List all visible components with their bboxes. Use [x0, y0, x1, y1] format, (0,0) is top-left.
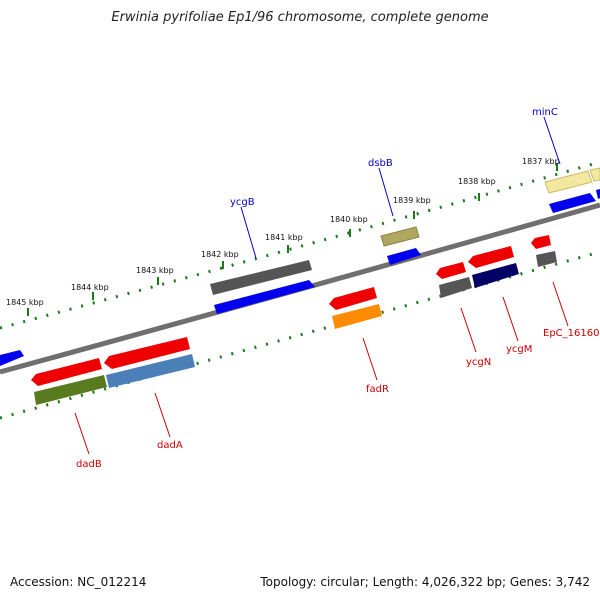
gene-label[interactable]: dadA	[157, 440, 183, 451]
tick-label: 1843 kbp	[136, 266, 174, 275]
gene-arrow[interactable]	[439, 277, 472, 298]
tick-label: 1840 kbp	[330, 215, 368, 224]
map-title: Erwinia pyrifoliae Ep1/96 chromosome, co…	[111, 10, 489, 25]
label-leader	[460, 307, 477, 353]
gene-arrow[interactable]	[531, 235, 551, 249]
gene-arrow[interactable]	[214, 280, 315, 314]
gene-arrow[interactable]	[104, 337, 190, 369]
gene-arrow[interactable]	[31, 358, 102, 386]
gene-label[interactable]: minC	[532, 107, 558, 118]
label-leader	[74, 412, 90, 455]
gene-label[interactable]: EpC_16160	[543, 328, 599, 339]
gene-arrow[interactable]	[436, 262, 466, 279]
gene-arrow[interactable]	[589, 167, 600, 182]
gene-label[interactable]: ycgN	[466, 357, 491, 368]
gene-arrow[interactable]	[332, 304, 382, 329]
gene-arrow[interactable]	[536, 251, 557, 267]
gene-arrow[interactable]	[210, 260, 312, 295]
summary-text: Topology: circular; Length: 4,026,322 bp…	[260, 575, 590, 589]
tick-label: 1842 kbp	[201, 250, 239, 259]
gene-label[interactable]: dsbB	[368, 158, 393, 169]
gene-arrow[interactable]	[544, 170, 593, 194]
label-leader	[362, 337, 378, 381]
gene-arrow[interactable]	[387, 248, 421, 265]
lower-dotted-track	[0, 250, 600, 420]
gene-arrow[interactable]	[380, 226, 420, 247]
tick-label: 1837 kbp	[522, 157, 560, 166]
tick-label: 1841 kbp	[265, 233, 303, 242]
gene-arrow[interactable]	[34, 375, 107, 405]
gene-label[interactable]: ycgB	[230, 197, 255, 208]
label-leader	[240, 206, 257, 259]
gene-arrow[interactable]	[472, 263, 519, 288]
gene-arrow[interactable]	[0, 350, 24, 366]
forward-genes	[0, 167, 600, 366]
gene-arrow[interactable]	[329, 287, 377, 310]
gene-label[interactable]: fadR	[366, 384, 389, 395]
label-leader	[502, 296, 519, 342]
gene-arrow[interactable]	[468, 246, 514, 268]
gene-label[interactable]: ycgM	[506, 344, 532, 355]
label-leader	[543, 116, 561, 165]
kbp-ticks: 1837 kbp 1838 kbp 1839 kbp 1840 kbp 1841…	[6, 157, 560, 316]
gene-arrow[interactable]	[596, 189, 600, 199]
upper-dotted-track	[0, 160, 600, 330]
lower-gene-labels: EpC_16160 ycgM ycgN fadR dadA dadB	[74, 281, 599, 470]
tick-label: 1845 kbp	[6, 298, 44, 307]
gene-label[interactable]: dadB	[76, 459, 102, 470]
accession-text: Accession: NC_012214	[10, 575, 147, 589]
gene-arrow[interactable]	[549, 193, 596, 213]
label-leader	[378, 167, 394, 217]
tick-label: 1838 kbp	[458, 177, 496, 186]
label-leader	[154, 392, 171, 438]
reverse-genes	[31, 235, 557, 405]
gene-arrow[interactable]	[106, 354, 195, 388]
tick-label: 1839 kbp	[393, 196, 431, 205]
label-leader	[552, 281, 569, 327]
tick-label: 1844 kbp	[71, 283, 109, 292]
upper-gene-labels: minC dsbB ycgB	[230, 107, 561, 259]
